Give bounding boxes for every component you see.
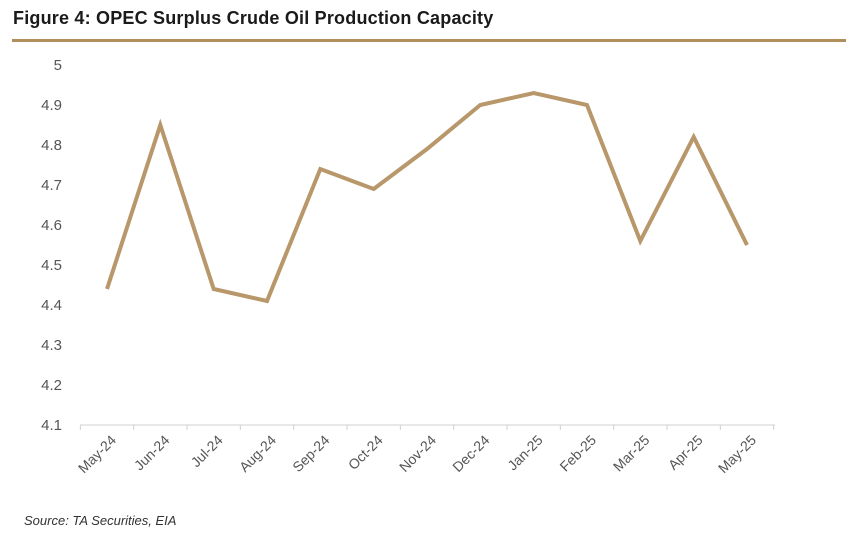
title-rule	[12, 39, 846, 42]
x-tick-label: Aug-24	[236, 432, 279, 475]
y-axis: 4.1 4.2 4.3 4.4 4.5 4.6 4.7 4.8 4.9 5	[41, 57, 62, 434]
y-tick-label: 5	[54, 57, 62, 74]
x-tick-label: Dec-24	[449, 432, 492, 475]
x-tick-label: Sep-24	[289, 432, 332, 475]
y-tick-label: 4.2	[41, 377, 62, 394]
series-group	[105, 90, 749, 304]
y-tick-label: 4.9	[41, 97, 62, 114]
x-tick-label: Mar-25	[610, 432, 653, 475]
series-line	[105, 90, 749, 304]
x-tick-label: Jan-25	[504, 432, 546, 474]
x-tick-label: Apr-25	[665, 432, 706, 473]
x-tick-label: Oct-24	[345, 432, 386, 473]
x-axis: May-24 Jun-24 Jul-24 Aug-24 Sep-24 Oct-24 Nov-…	[75, 424, 775, 476]
y-tick-label: 4.7	[41, 177, 62, 194]
chart-title: Figure 4: OPEC Surplus Crude Oil Product…	[13, 8, 494, 28]
x-tick-label: Jun-24	[131, 432, 173, 474]
y-tick-label: 4.3	[41, 337, 62, 354]
x-tick-label: May-24	[75, 432, 119, 476]
source-note: Source: TA Securities, EIA	[24, 513, 177, 528]
x-tick-label: Jul-24	[188, 432, 226, 470]
y-tick-label: 4.8	[41, 137, 62, 154]
y-tick-label: 4.5	[41, 257, 62, 274]
y-tick-label: 4.6	[41, 217, 62, 234]
x-tick-label: Feb-25	[556, 432, 599, 475]
y-tick-label: 4.1	[41, 417, 62, 434]
x-tick-label: May-25	[715, 432, 759, 476]
x-tick-label: Nov-24	[396, 432, 439, 475]
y-tick-label: 4.4	[41, 297, 62, 314]
